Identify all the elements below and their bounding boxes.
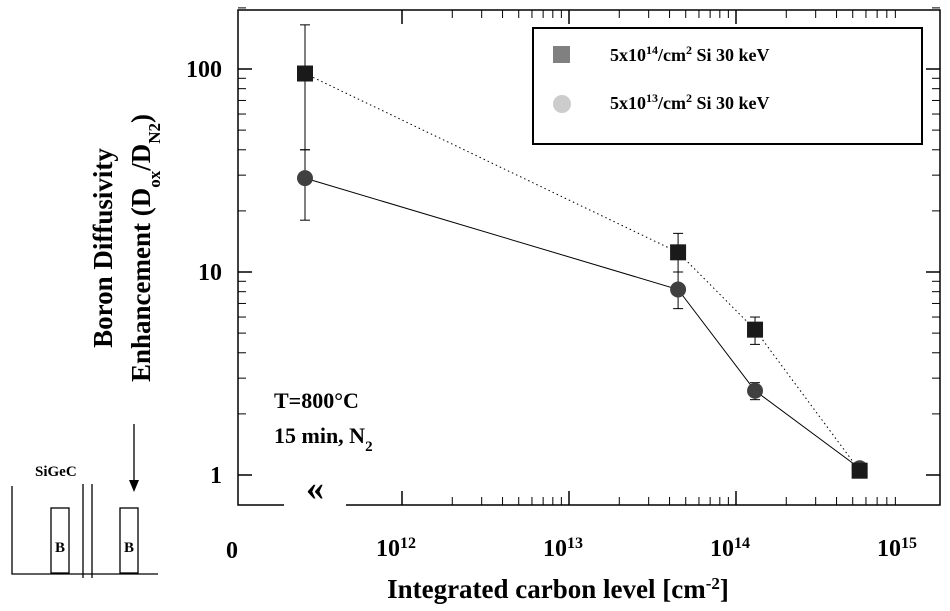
inset-implant-arrow-head bbox=[129, 480, 139, 492]
circle-marker bbox=[297, 170, 313, 187]
legend-box bbox=[532, 27, 923, 145]
axis-break-symbol: « bbox=[306, 468, 324, 508]
x-tick-label: 1015 bbox=[877, 535, 917, 563]
y-tick-label: 10 bbox=[198, 260, 222, 286]
annotation-temperature: T=800°C bbox=[274, 388, 359, 413]
x-axis-title: Integrated carbon level [cm-2] bbox=[387, 574, 729, 605]
y-tick-label: 1 bbox=[210, 463, 222, 489]
circle-marker bbox=[670, 281, 687, 298]
square-marker bbox=[851, 462, 868, 479]
x-zero-label: 0 bbox=[226, 538, 238, 564]
inset-substrate-outline bbox=[11, 486, 158, 575]
series-line-1 bbox=[304, 73, 861, 471]
x-tick-label: 1012 bbox=[376, 535, 416, 563]
circle-marker bbox=[747, 382, 764, 399]
inset-boron-label-1: B bbox=[55, 540, 65, 556]
inset-boron-label-2: B bbox=[124, 540, 134, 556]
series-line-2 bbox=[304, 177, 860, 469]
legend-square-marker bbox=[553, 46, 570, 63]
y-axis-title-line1: Boron Diffusivity bbox=[88, 148, 118, 348]
y-tick-label: 100 bbox=[186, 57, 222, 83]
square-marker bbox=[670, 244, 687, 261]
x-tick-label: 1014 bbox=[710, 535, 750, 563]
inset-diagram: SiGeC B B bbox=[11, 424, 158, 578]
square-marker bbox=[297, 65, 313, 82]
inset-title: SiGeC bbox=[35, 464, 77, 480]
legend-label-series-1: 5x1014/cm2 Si 30 keV bbox=[610, 43, 770, 65]
ticks-layer: 1 10 100 1012 1013 1014 1015 bbox=[186, 7, 940, 563]
y-axis-title-line2: Enhancement (Dox/DN2) bbox=[126, 114, 164, 382]
plot-frame bbox=[237, 9, 941, 506]
series-layer bbox=[297, 24, 868, 479]
legend-circle-marker bbox=[553, 95, 571, 113]
axis-break-gap bbox=[284, 500, 346, 510]
legend-label-series-2: 5x1013/cm2 Si 30 keV bbox=[610, 91, 770, 113]
x-tick-label: 1013 bbox=[543, 535, 583, 563]
inset-boron-box-2 bbox=[119, 507, 139, 574]
inset-boron-box-1 bbox=[50, 507, 70, 574]
square-marker bbox=[747, 321, 764, 338]
annotation-time: 15 min, N2 bbox=[274, 423, 373, 455]
legend: 5x1014/cm2 Si 30 keV 5x1013/cm2 Si 30 ke… bbox=[532, 27, 923, 145]
